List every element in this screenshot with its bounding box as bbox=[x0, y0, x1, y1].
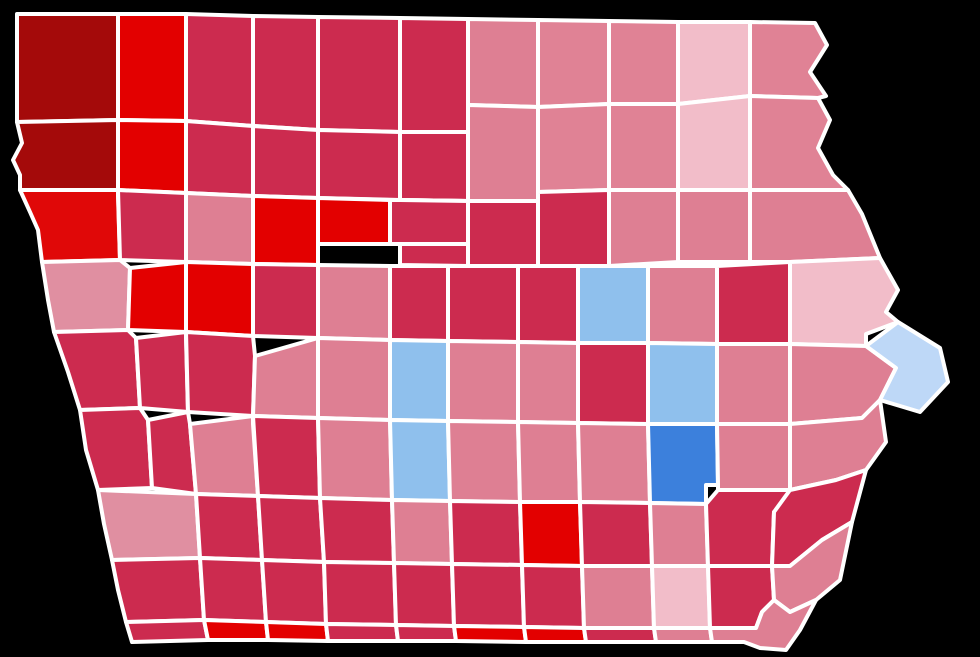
county-guthrie[interactable] bbox=[251, 414, 322, 500]
county-buenavista[interactable] bbox=[184, 191, 255, 266]
county-sac[interactable] bbox=[184, 260, 255, 338]
counties-layer bbox=[11, 12, 950, 652]
county-bremer[interactable] bbox=[607, 188, 680, 268]
county-paloalto[interactable] bbox=[251, 124, 320, 200]
county-union[interactable] bbox=[322, 560, 398, 627]
county-madison[interactable] bbox=[318, 496, 396, 565]
county-ida[interactable] bbox=[126, 260, 188, 334]
county-obrien[interactable] bbox=[116, 118, 188, 195]
county-humboldt-s[interactable] bbox=[388, 198, 470, 246]
county-webster[interactable] bbox=[316, 263, 392, 342]
county-tama[interactable] bbox=[516, 340, 580, 425]
county-monona[interactable] bbox=[52, 328, 142, 412]
county-jasper[interactable] bbox=[446, 419, 522, 504]
county-wapello[interactable] bbox=[580, 564, 656, 630]
county-marshall[interactable] bbox=[446, 339, 520, 424]
county-humboldt[interactable] bbox=[316, 196, 392, 246]
county-delaware[interactable] bbox=[715, 260, 792, 346]
county-franklin[interactable] bbox=[466, 199, 540, 268]
county-winneshiek[interactable] bbox=[676, 20, 752, 106]
county-pocahontas[interactable] bbox=[251, 194, 320, 267]
county-cedar[interactable] bbox=[715, 422, 792, 492]
county-winneshiek2[interactable] bbox=[676, 94, 752, 192]
county-cherokee[interactable] bbox=[116, 188, 188, 264]
county-fayette[interactable] bbox=[676, 188, 752, 264]
county-floyd[interactable] bbox=[536, 102, 611, 194]
county-adams[interactable] bbox=[260, 558, 328, 626]
county-jefferson[interactable] bbox=[650, 564, 712, 630]
county-vanburen[interactable] bbox=[652, 626, 714, 644]
county-ringgold[interactable] bbox=[324, 622, 400, 643]
county-howard[interactable] bbox=[607, 19, 680, 106]
county-decatur[interactable] bbox=[394, 623, 458, 643]
county-iowa[interactable] bbox=[576, 421, 652, 505]
county-grundy[interactable] bbox=[516, 264, 580, 345]
county-carroll[interactable] bbox=[184, 330, 257, 418]
county-dallas[interactable] bbox=[316, 416, 394, 502]
county-chickasaw[interactable] bbox=[607, 102, 680, 192]
county-appanoose[interactable] bbox=[522, 625, 588, 644]
county-johnson[interactable] bbox=[646, 422, 720, 506]
county-keokuk[interactable] bbox=[578, 500, 654, 568]
county-taylor[interactable] bbox=[264, 620, 330, 643]
county-harrison[interactable] bbox=[78, 406, 154, 492]
county-plymouth[interactable] bbox=[18, 188, 122, 264]
county-clayton[interactable] bbox=[748, 188, 882, 264]
county-mitchell[interactable] bbox=[536, 18, 611, 109]
county-warren[interactable] bbox=[390, 498, 454, 566]
county-winnebago[interactable] bbox=[398, 16, 470, 134]
county-sioux[interactable] bbox=[11, 118, 120, 192]
county-mahaska[interactable] bbox=[518, 500, 584, 568]
county-wayne[interactable] bbox=[452, 624, 528, 644]
county-cass[interactable] bbox=[194, 492, 264, 562]
county-dickinson[interactable] bbox=[184, 12, 255, 128]
county-audubon[interactable] bbox=[188, 414, 260, 498]
county-kossuth-s[interactable] bbox=[316, 128, 402, 202]
county-poweshiek[interactable] bbox=[516, 420, 582, 504]
county-linn[interactable] bbox=[646, 341, 719, 426]
county-scott[interactable] bbox=[864, 320, 950, 414]
county-lee[interactable] bbox=[708, 598, 818, 652]
county-pottawattamie[interactable] bbox=[96, 488, 202, 562]
county-lyon[interactable] bbox=[15, 12, 120, 124]
county-crawford[interactable] bbox=[134, 330, 190, 414]
county-davis[interactable] bbox=[582, 626, 658, 644]
county-mills[interactable] bbox=[110, 556, 206, 624]
county-clay[interactable] bbox=[184, 119, 255, 198]
county-cerrogordo[interactable] bbox=[466, 103, 540, 203]
county-polk[interactable] bbox=[388, 418, 452, 503]
county-story[interactable] bbox=[388, 338, 450, 423]
county-boone[interactable] bbox=[316, 336, 392, 422]
county-allamakee[interactable] bbox=[748, 20, 829, 100]
county-buchanan[interactable] bbox=[646, 264, 719, 346]
county-worth[interactable] bbox=[466, 17, 540, 109]
county-woodbury[interactable] bbox=[40, 258, 132, 334]
county-jones[interactable] bbox=[715, 342, 792, 426]
county-emmet[interactable] bbox=[251, 14, 320, 132]
county-calhoun[interactable] bbox=[251, 262, 320, 340]
county-greene[interactable] bbox=[251, 336, 320, 420]
county-clarke[interactable] bbox=[392, 561, 456, 628]
county-washington[interactable] bbox=[648, 501, 710, 568]
county-page[interactable] bbox=[202, 618, 270, 642]
county-osceola[interactable] bbox=[116, 12, 188, 123]
county-allamakee2[interactable] bbox=[748, 94, 850, 192]
county-benton[interactable] bbox=[576, 341, 650, 426]
county-kossuth[interactable] bbox=[316, 15, 402, 134]
county-blackhawk[interactable] bbox=[576, 264, 650, 345]
county-butler[interactable] bbox=[536, 188, 611, 268]
county-hancock[interactable] bbox=[398, 130, 470, 203]
county-montgomery[interactable] bbox=[198, 556, 268, 624]
county-fremont[interactable] bbox=[124, 618, 210, 644]
county-monroe[interactable] bbox=[520, 563, 586, 630]
county-lucas[interactable] bbox=[450, 562, 526, 629]
county-hamilton[interactable] bbox=[388, 264, 450, 343]
county-hardin[interactable] bbox=[446, 264, 520, 344]
county-marion[interactable] bbox=[448, 499, 524, 567]
county-adair[interactable] bbox=[256, 494, 326, 564]
